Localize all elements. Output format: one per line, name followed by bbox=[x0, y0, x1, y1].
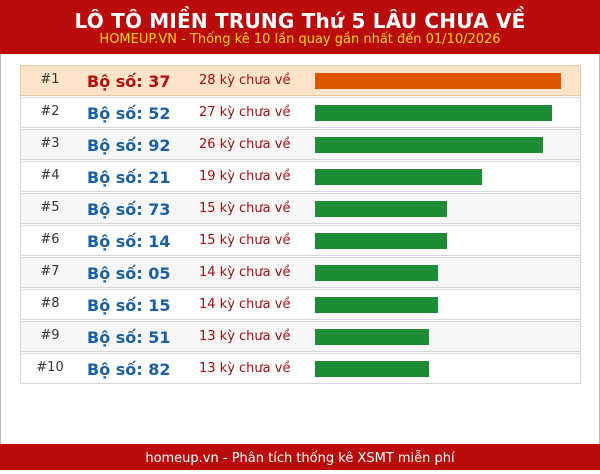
bar bbox=[315, 361, 429, 377]
days-label: 15 kỳ chưa về bbox=[199, 233, 291, 248]
number-label: Bộ số: 05 bbox=[87, 264, 171, 283]
page-subtitle: HOMEUP.VN - Thống kê 10 lần quay gần nhấ… bbox=[99, 32, 501, 47]
rank-label: #2 bbox=[40, 104, 60, 119]
ranking-row: #3 Bộ số: 92 26 kỳ chưa về bbox=[20, 129, 581, 160]
ranking-row: #1 Bộ số: 37 28 kỳ chưa về bbox=[20, 65, 581, 96]
days-label: 13 kỳ chưa về bbox=[199, 329, 291, 344]
days-label: 14 kỳ chưa về bbox=[199, 297, 291, 312]
bar bbox=[315, 137, 543, 153]
number-label: Bộ số: 37 bbox=[87, 72, 171, 91]
rank-label: #10 bbox=[36, 360, 64, 375]
ranking-row: #4 Bộ số: 21 19 kỳ chưa về bbox=[20, 161, 581, 192]
days-label: 13 kỳ chưa về bbox=[199, 361, 291, 376]
rank-label: #5 bbox=[40, 200, 60, 215]
bar bbox=[315, 73, 561, 89]
days-label: 15 kỳ chưa về bbox=[199, 201, 291, 216]
bar bbox=[315, 329, 429, 345]
number-label: Bộ số: 82 bbox=[87, 360, 171, 379]
ranking-row: #5 Bộ số: 73 15 kỳ chưa về bbox=[20, 193, 581, 224]
bar bbox=[315, 297, 438, 313]
page-title: LÔ TÔ MIỀN TRUNG Thứ 5 LÂU CHƯA VỀ bbox=[74, 9, 526, 33]
ranking-row: #10 Bộ số: 82 13 kỳ chưa về bbox=[20, 353, 581, 384]
rank-label: #7 bbox=[40, 264, 60, 279]
days-label: 26 kỳ chưa về bbox=[199, 137, 291, 152]
bar bbox=[315, 201, 447, 217]
bar bbox=[315, 169, 482, 185]
rank-label: #9 bbox=[40, 328, 60, 343]
rank-label: #3 bbox=[40, 136, 60, 151]
rank-label: #1 bbox=[40, 72, 60, 87]
rank-label: #4 bbox=[40, 168, 60, 183]
ranking-row: #7 Bộ số: 05 14 kỳ chưa về bbox=[20, 257, 581, 288]
ranking-row: #9 Bộ số: 51 13 kỳ chưa về bbox=[20, 321, 581, 352]
bar bbox=[315, 265, 438, 281]
days-label: 27 kỳ chưa về bbox=[199, 105, 291, 120]
number-label: Bộ số: 73 bbox=[87, 200, 171, 219]
number-label: Bộ số: 92 bbox=[87, 136, 171, 155]
days-label: 14 kỳ chưa về bbox=[199, 265, 291, 280]
number-label: Bộ số: 21 bbox=[87, 168, 171, 187]
bar bbox=[315, 105, 552, 121]
number-label: Bộ số: 51 bbox=[87, 328, 171, 347]
page-header: LÔ TÔ MIỀN TRUNG Thứ 5 LÂU CHƯA VỀ HOMEU… bbox=[0, 0, 600, 54]
ranking-row: #8 Bộ số: 15 14 kỳ chưa về bbox=[20, 289, 581, 320]
ranking-row: #6 Bộ số: 14 15 kỳ chưa về bbox=[20, 225, 581, 256]
number-label: Bộ số: 15 bbox=[87, 296, 171, 315]
number-label: Bộ số: 52 bbox=[87, 104, 171, 123]
rank-label: #6 bbox=[40, 232, 60, 247]
ranking-list: #1 Bộ số: 37 28 kỳ chưa về #2 Bộ số: 52 27 kỳ… bbox=[20, 65, 581, 385]
days-label: 19 kỳ chưa về bbox=[199, 169, 291, 184]
ranking-row: #2 Bộ số: 52 27 kỳ chưa về bbox=[20, 97, 581, 128]
page-footer: homeup.vn - Phân tích thống kê XSMT miễn… bbox=[0, 444, 600, 470]
rank-label: #8 bbox=[40, 296, 60, 311]
bar bbox=[315, 233, 447, 249]
days-label: 28 kỳ chưa về bbox=[199, 73, 291, 88]
number-label: Bộ số: 14 bbox=[87, 232, 171, 251]
